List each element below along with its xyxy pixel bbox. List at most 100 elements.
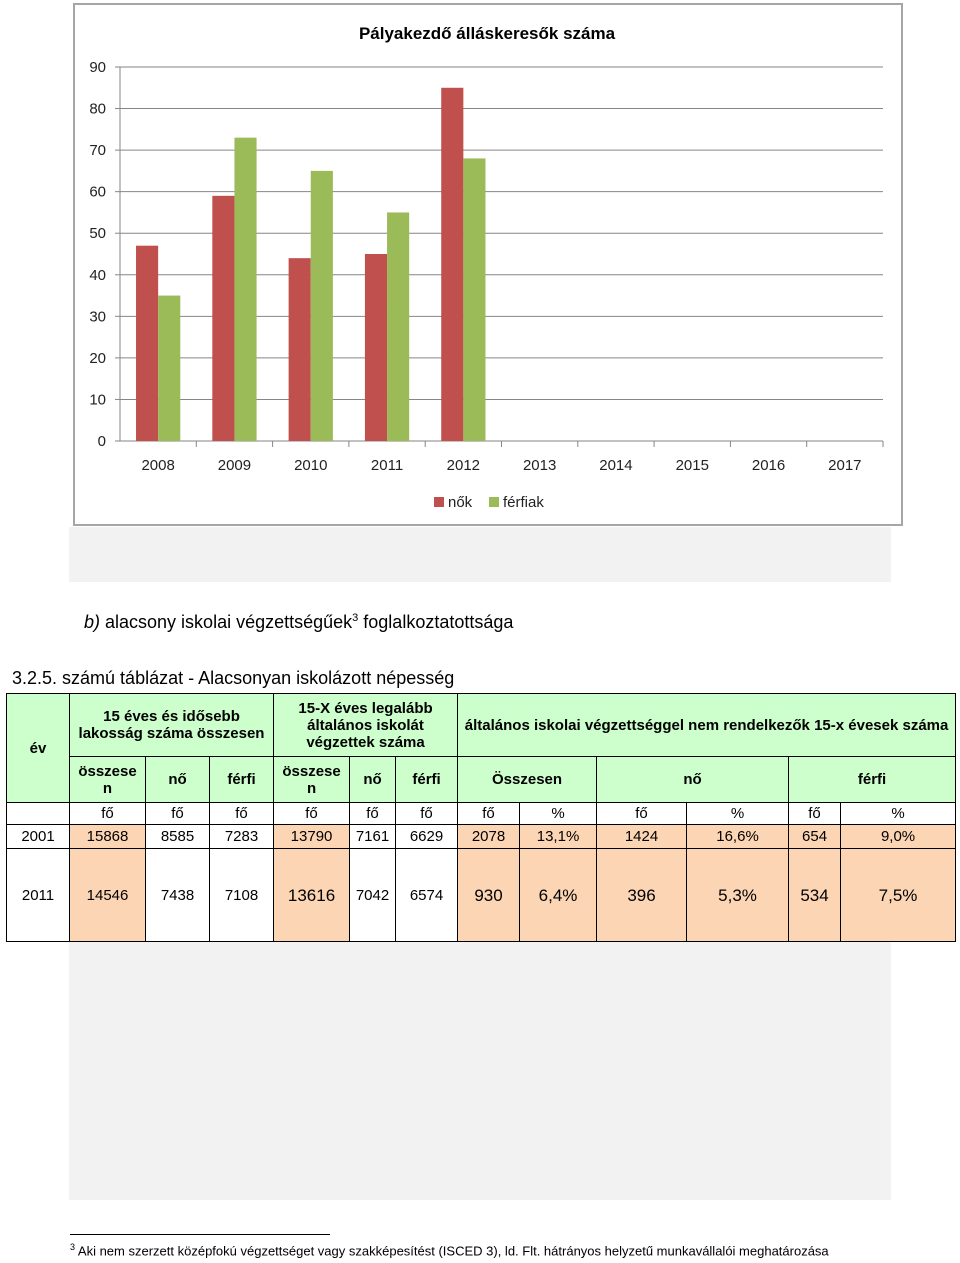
subheader-male: férfi: [208, 756, 275, 803]
footnote-number: 3: [70, 1242, 76, 1252]
value-cell: 396: [596, 848, 688, 942]
unit-cell: %: [686, 802, 790, 825]
value-cell: 13790: [273, 824, 351, 849]
unit-cell: fő: [349, 802, 397, 825]
x-tick-label: 2010: [294, 457, 327, 474]
year-cell: 2011: [6, 848, 70, 942]
value-cell: 7108: [208, 848, 275, 942]
bar-férfiak: [387, 212, 410, 441]
unit-cell: fő: [395, 802, 459, 825]
y-tick-label: 50: [89, 225, 106, 242]
background-panel-top: [69, 527, 891, 582]
value-cell: 6,4%: [519, 848, 598, 942]
y-tick-label: 60: [89, 184, 106, 201]
unit-cell: fő: [457, 802, 521, 825]
value-cell: 1424: [596, 824, 688, 849]
value-cell: 2078: [457, 824, 521, 849]
x-tick-label: 2014: [599, 457, 632, 474]
header-group-uneducated: általános iskolai végzettséggel nem rend…: [457, 693, 957, 757]
subheader-male-2: férfi: [395, 756, 459, 803]
x-tick-label: 2008: [141, 457, 174, 474]
bar-nők: [212, 195, 235, 441]
value-cell: 9,0%: [840, 824, 957, 849]
value-cell: 7,5%: [840, 848, 957, 942]
section-subheading: b) alacsony iskolai végzettségűek3 fogla…: [84, 612, 513, 633]
table-row: 2011 14546 7438 7108 13616 7042 6574 930…: [6, 848, 957, 942]
y-tick-label: 0: [98, 433, 106, 450]
value-cell: 6629: [395, 824, 459, 849]
footnote-text: Aki nem szerzett középfokú végzettséget …: [75, 1243, 829, 1259]
year-cell: 2001: [6, 824, 70, 849]
legend-swatch: [489, 497, 499, 507]
subheader-female: nő: [145, 756, 210, 803]
bar-nők: [364, 254, 388, 441]
unit-cell: fő: [208, 802, 275, 825]
header-group-total: 15 éves és idősebb lakosság száma összes…: [68, 693, 275, 757]
bar-férfiak: [234, 137, 257, 441]
y-tick-label: 90: [89, 59, 106, 76]
x-tick-label: 2011: [371, 457, 403, 474]
subheader-total-3: Összesen: [457, 756, 598, 803]
chart-frame: Pályakezdő álláskeresők száma 0 10 20 30 40 5…: [73, 3, 903, 526]
bar-nők: [136, 245, 159, 441]
unit-cell: %: [519, 802, 598, 825]
value-cell: 7283: [208, 824, 275, 849]
table-row: 2001 15868 8585 7283 13790 7161 6629 207…: [6, 824, 957, 849]
value-cell: 7438: [145, 848, 210, 942]
value-cell: 7042: [349, 848, 397, 942]
value-cell: 654: [788, 824, 842, 849]
x-tick-label: 2015: [676, 457, 709, 474]
header-year: év: [6, 693, 70, 803]
subheading-tail: foglalkoztatottsága: [358, 612, 514, 632]
y-tick-label: 80: [89, 101, 106, 118]
legend-swatch: [434, 497, 444, 507]
value-cell: 15868: [69, 824, 146, 849]
subheading-letter: b): [84, 612, 101, 632]
value-cell: 5,3%: [686, 848, 790, 942]
y-tick-label: 70: [89, 142, 106, 159]
subheader-male-3: férfi: [788, 756, 957, 803]
unit-cell: %: [840, 802, 957, 825]
x-tick-label: 2012: [447, 457, 480, 474]
bar-férfiak: [463, 158, 486, 441]
unit-blank: [6, 802, 70, 825]
y-tick-label: 10: [89, 391, 106, 408]
value-cell: 16,6%: [686, 824, 790, 849]
x-tick-label: 2009: [218, 457, 251, 474]
y-tick-label: 40: [89, 267, 106, 284]
bar-nők: [288, 258, 311, 441]
subheader-total: összese n: [69, 756, 146, 803]
background-panel-bottom: [69, 942, 891, 1200]
subheader-female-2: nő: [349, 756, 397, 803]
subheading-text: alacsony iskolai végzettségűek: [100, 612, 353, 632]
unit-cell: fő: [145, 802, 210, 825]
x-tick-label: 2017: [828, 457, 861, 474]
footnote: 3 Aki nem szerzett középfokú végzettsége…: [70, 1242, 829, 1258]
unit-cell: fő: [596, 802, 688, 825]
bar-nők: [441, 87, 464, 442]
x-tick-label: 2013: [523, 457, 556, 474]
subheader-total-2: összese n: [273, 756, 351, 803]
unit-cell: fő: [788, 802, 842, 825]
bar-férfiak: [310, 170, 333, 441]
subheader-female-3: nő: [596, 756, 790, 803]
legend-label: nők: [448, 494, 473, 511]
bar-chart: Pályakezdő álláskeresők száma 0 10 20 30 40 5…: [89, 24, 884, 511]
education-table: év 15 éves és idősebb lakosság száma öss…: [6, 693, 957, 942]
value-cell: 13,1%: [519, 824, 598, 849]
unit-cell: fő: [273, 802, 351, 825]
y-tick-label: 30: [89, 308, 106, 325]
table-caption: 3.2.5. számú táblázat - Alacsonyan iskol…: [12, 668, 455, 688]
subheading-footnote-ref: 3: [352, 612, 359, 624]
chart-title: Pályakezdő álláskeresők száma: [359, 24, 616, 43]
bar-férfiak: [158, 295, 181, 441]
unit-cell: fő: [69, 802, 146, 825]
value-cell: 8585: [145, 824, 210, 849]
value-cell: 13616: [273, 848, 351, 942]
value-cell: 6574: [395, 848, 459, 942]
value-cell: 14546: [69, 848, 146, 942]
y-tick-label: 20: [89, 350, 106, 367]
value-cell: 930: [457, 848, 521, 942]
value-cell: 534: [788, 848, 842, 942]
legend-label: férfiak: [503, 494, 544, 511]
